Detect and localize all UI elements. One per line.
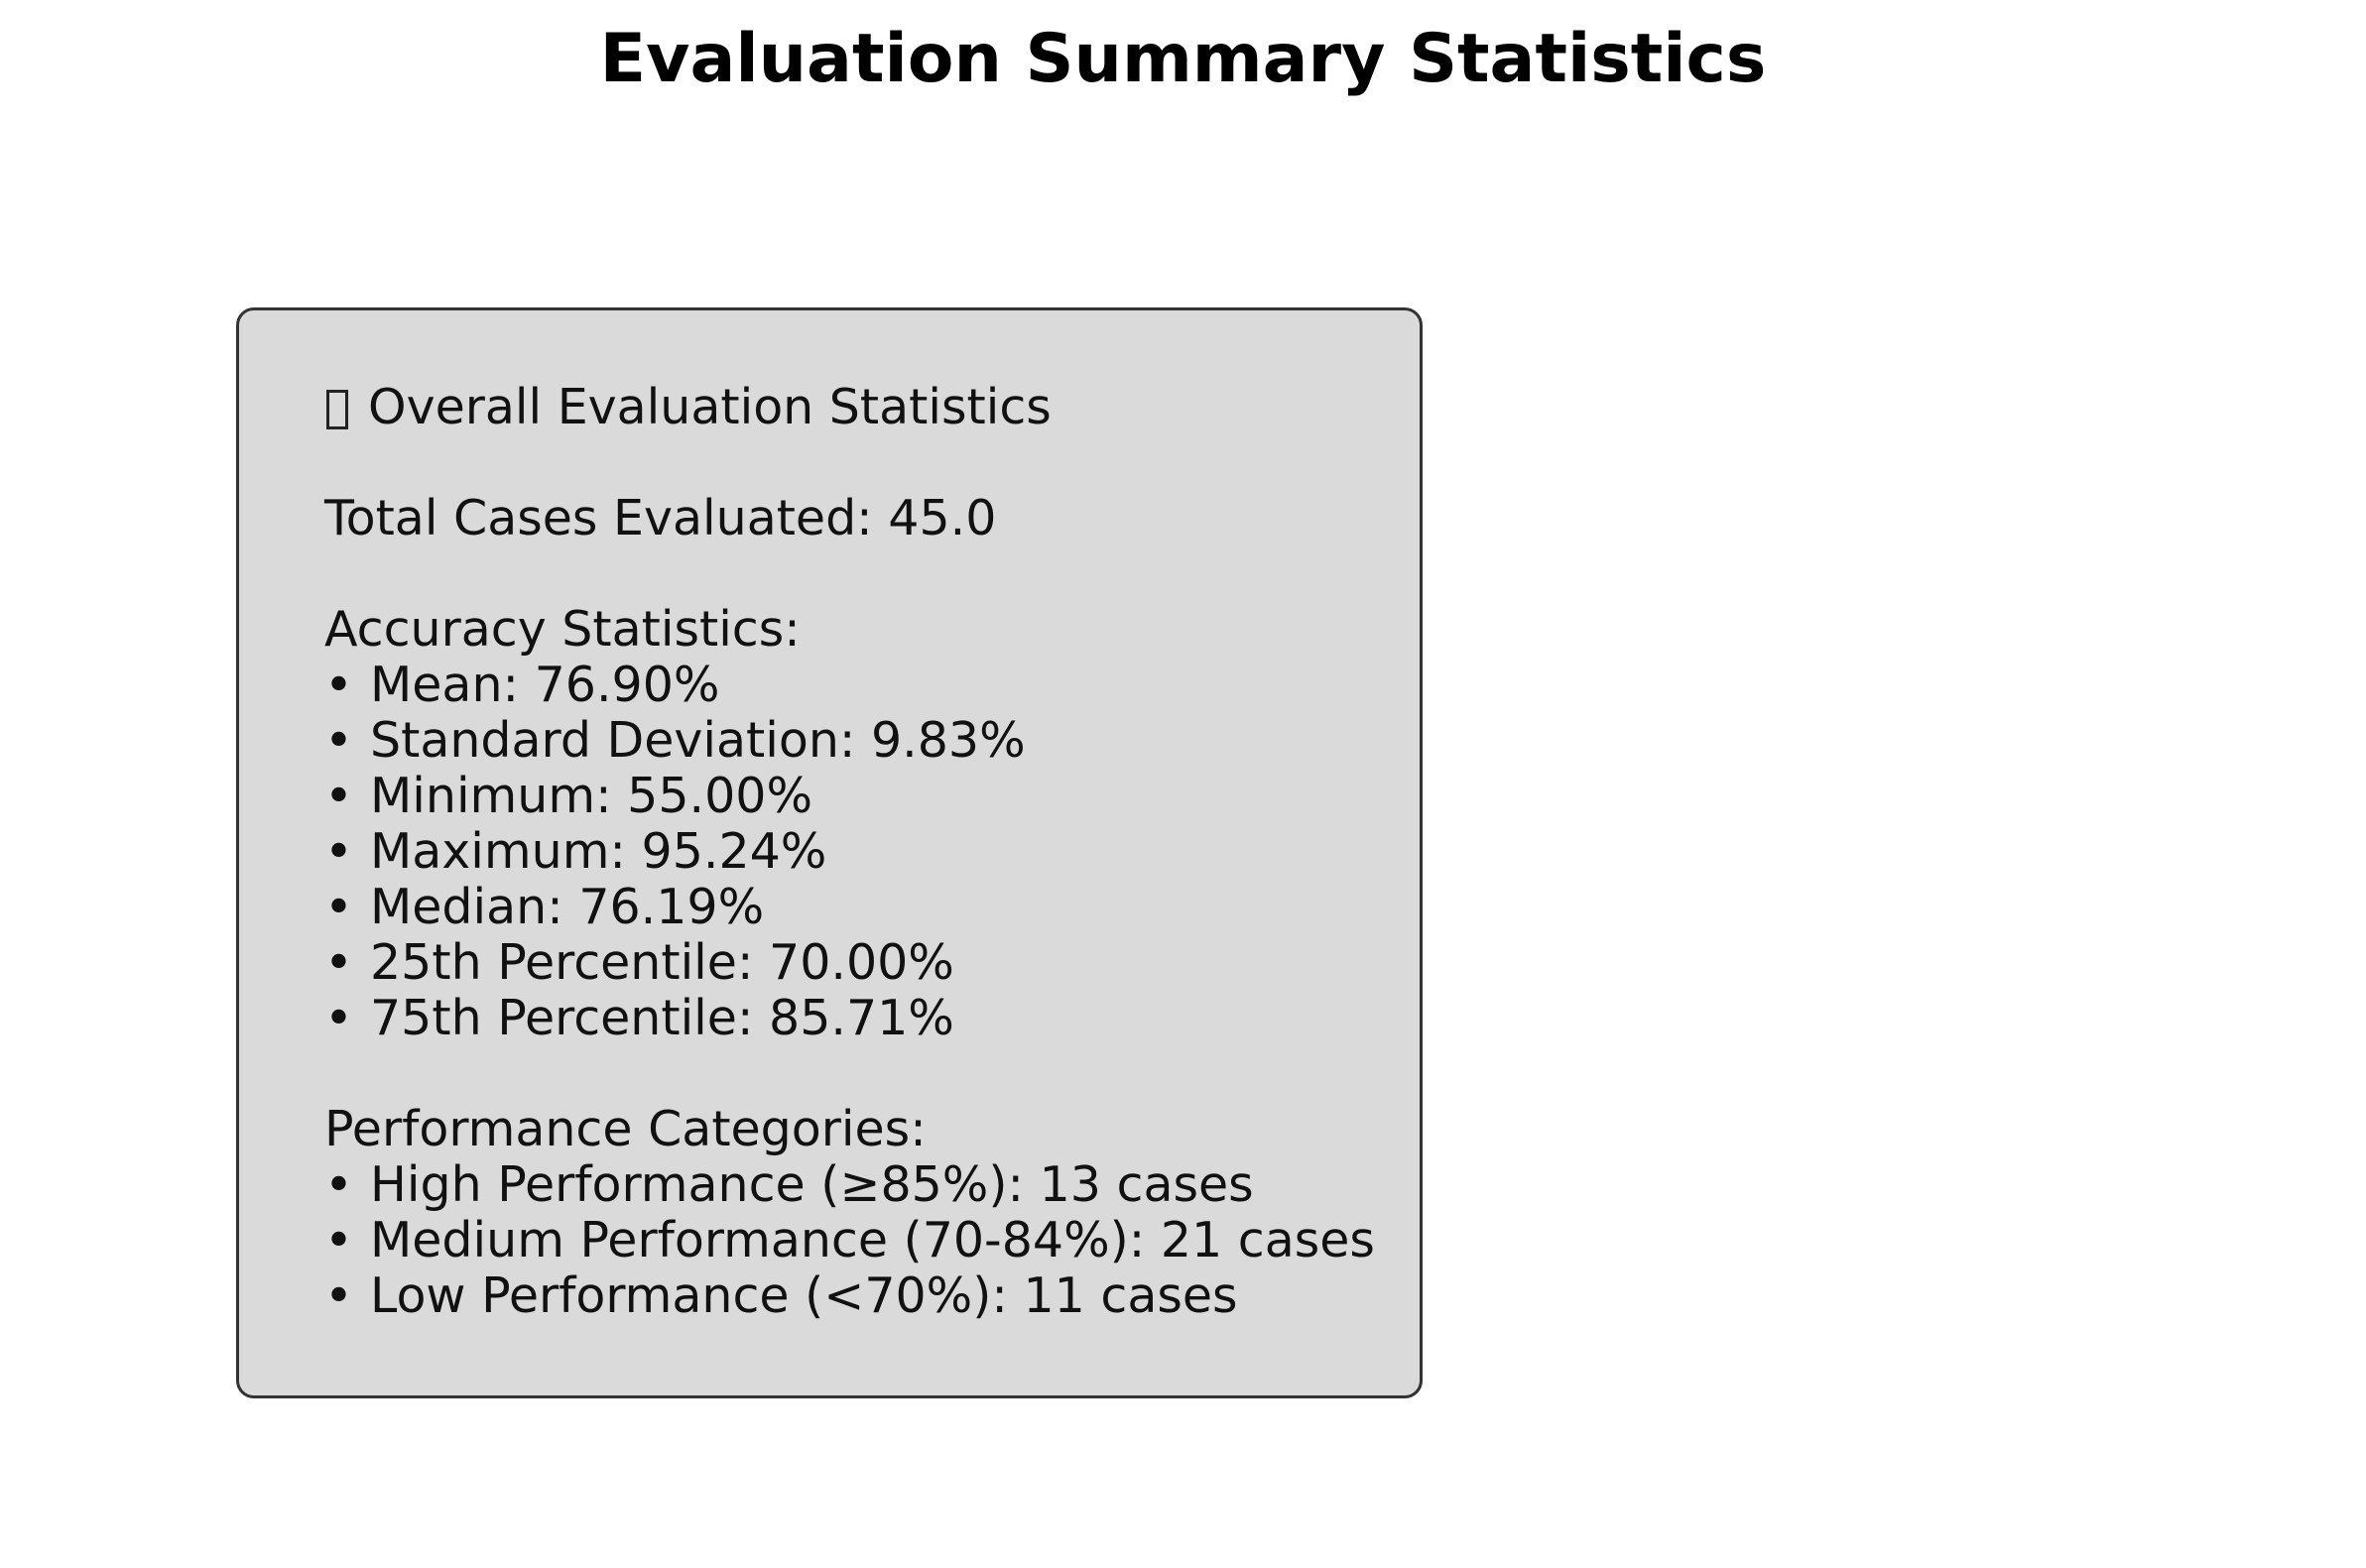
accuracy-item-value: 70.00% (769, 934, 954, 991)
accuracy-item-p75: • 75th Percentile: 85.71% (324, 991, 1400, 1046)
accuracy-item-std: • Standard Deviation: 9.83% (324, 713, 1400, 769)
total-cases-value: 45.0 (888, 490, 997, 546)
spacer (324, 546, 1400, 602)
accuracy-item-label: Maximum: (370, 823, 626, 880)
accuracy-item-label: 25th Percentile: (370, 934, 754, 991)
accuracy-item-value: 76.19% (578, 879, 765, 935)
missing-glyph-icon (326, 390, 348, 429)
accuracy-item-value: 55.00% (627, 768, 813, 824)
accuracy-item-label: Median: (370, 879, 563, 935)
accuracy-item-value: 9.83% (870, 712, 1026, 769)
performance-item-label: Medium Performance (70-84%): (370, 1212, 1146, 1268)
performance-item-medium: • Medium Performance (70-84%): 21 cases (324, 1213, 1400, 1268)
accuracy-item-value: 76.90% (534, 657, 720, 713)
statistics-content: Overall Evaluation Statistics Total Case… (324, 380, 1400, 1324)
statistics-panel: Overall Evaluation Statistics Total Case… (236, 307, 1423, 1398)
performance-heading: Performance Categories: (324, 1101, 927, 1157)
accuracy-item-label: Minimum: (370, 768, 612, 824)
accuracy-item-label: Standard Deviation: (370, 712, 856, 769)
accuracy-item-value: 95.24% (641, 823, 827, 880)
bullet: • (324, 1267, 353, 1324)
total-cases-label: Total Cases Evaluated: (324, 490, 873, 546)
bullet: • (324, 657, 353, 713)
bullet: • (324, 823, 353, 880)
panel-heading-text: Overall Evaluation Statistics (368, 379, 1052, 435)
performance-item-high: • High Performance (≥85%): 13 cases (324, 1157, 1400, 1213)
total-cases-row: Total Cases Evaluated: 45.0 (324, 491, 1400, 546)
performance-item-value: 13 cases (1039, 1156, 1254, 1213)
performance-item-label: High Performance (≥85%): (370, 1156, 1024, 1213)
bullet: • (324, 934, 353, 991)
performance-item-low: • Low Performance (<70%): 11 cases (324, 1268, 1400, 1324)
bullet: • (324, 712, 353, 769)
accuracy-item-label: 75th Percentile: (370, 990, 754, 1046)
accuracy-item-label: Mean: (370, 657, 520, 713)
performance-item-value: 11 cases (1023, 1267, 1238, 1324)
spacer (324, 435, 1400, 491)
accuracy-item-p25: • 25th Percentile: 70.00% (324, 935, 1400, 991)
page-title: Evaluation Summary Statistics (599, 20, 1767, 98)
accuracy-item-min: • Minimum: 55.00% (324, 769, 1400, 824)
accuracy-heading: Accuracy Statistics: (324, 601, 801, 658)
spacer (324, 1046, 1400, 1102)
bullet: • (324, 768, 353, 824)
accuracy-item-mean: • Mean: 76.90% (324, 658, 1400, 713)
bullet: • (324, 1212, 353, 1268)
panel-heading: Overall Evaluation Statistics (324, 380, 1400, 435)
accuracy-item-value: 85.71% (769, 990, 954, 1046)
bullet: • (324, 879, 353, 935)
bullet: • (324, 1156, 353, 1213)
accuracy-item-max: • Maximum: 95.24% (324, 824, 1400, 880)
performance-item-label: Low Performance (<70%): (370, 1267, 1008, 1324)
accuracy-item-median: • Median: 76.19% (324, 880, 1400, 935)
bullet: • (324, 990, 353, 1046)
performance-item-value: 21 cases (1160, 1212, 1375, 1268)
